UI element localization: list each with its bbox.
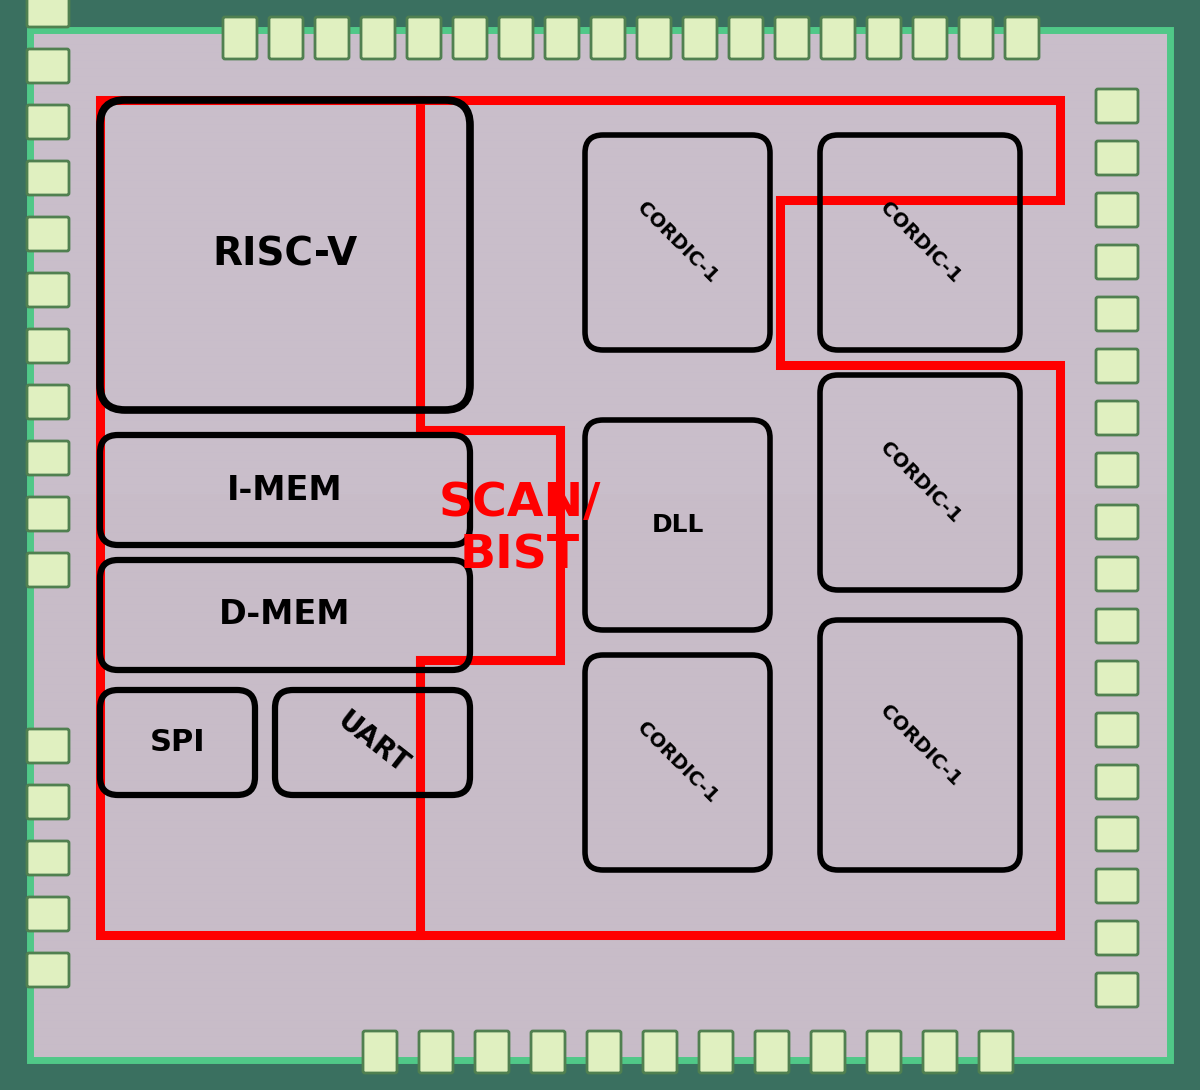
FancyBboxPatch shape [866, 1031, 901, 1073]
FancyBboxPatch shape [1096, 193, 1138, 227]
FancyBboxPatch shape [223, 17, 257, 59]
FancyBboxPatch shape [1096, 89, 1138, 123]
FancyBboxPatch shape [730, 17, 763, 59]
FancyBboxPatch shape [913, 17, 947, 59]
FancyBboxPatch shape [1096, 713, 1138, 747]
FancyBboxPatch shape [269, 17, 302, 59]
Text: D-MEM: D-MEM [220, 598, 350, 631]
FancyBboxPatch shape [923, 1031, 958, 1073]
FancyBboxPatch shape [28, 441, 70, 475]
FancyBboxPatch shape [811, 1031, 845, 1073]
Text: CORDIC-1: CORDIC-1 [634, 718, 721, 807]
FancyBboxPatch shape [28, 272, 70, 307]
FancyBboxPatch shape [1096, 245, 1138, 279]
FancyBboxPatch shape [1096, 609, 1138, 643]
FancyBboxPatch shape [1096, 921, 1138, 955]
FancyBboxPatch shape [28, 553, 70, 588]
FancyBboxPatch shape [454, 17, 487, 59]
Text: I-MEM: I-MEM [227, 473, 343, 507]
FancyBboxPatch shape [530, 1031, 565, 1073]
FancyBboxPatch shape [28, 785, 70, 819]
FancyBboxPatch shape [1096, 296, 1138, 331]
FancyBboxPatch shape [28, 0, 70, 27]
FancyBboxPatch shape [1096, 141, 1138, 175]
FancyBboxPatch shape [28, 497, 70, 531]
FancyBboxPatch shape [1096, 557, 1138, 591]
FancyBboxPatch shape [28, 729, 70, 763]
FancyBboxPatch shape [821, 17, 854, 59]
FancyBboxPatch shape [28, 49, 70, 83]
FancyBboxPatch shape [979, 1031, 1013, 1073]
FancyBboxPatch shape [361, 17, 395, 59]
Text: RISC-V: RISC-V [212, 237, 358, 274]
FancyBboxPatch shape [755, 1031, 790, 1073]
FancyBboxPatch shape [1096, 818, 1138, 851]
FancyBboxPatch shape [545, 17, 580, 59]
Text: DLL: DLL [652, 513, 703, 537]
FancyBboxPatch shape [28, 385, 70, 419]
Bar [30, 31, 463, 1059]
FancyBboxPatch shape [499, 17, 533, 59]
FancyBboxPatch shape [1006, 17, 1039, 59]
FancyBboxPatch shape [28, 953, 70, 988]
FancyBboxPatch shape [475, 1031, 509, 1073]
FancyBboxPatch shape [28, 841, 70, 875]
Text: SCAN/
BIST: SCAN/ BIST [439, 482, 601, 579]
FancyBboxPatch shape [1096, 661, 1138, 695]
FancyBboxPatch shape [28, 329, 70, 363]
FancyBboxPatch shape [1096, 505, 1138, 538]
FancyBboxPatch shape [683, 17, 718, 59]
FancyBboxPatch shape [314, 17, 349, 59]
FancyBboxPatch shape [643, 1031, 677, 1073]
Text: CORDIC-1: CORDIC-1 [876, 701, 964, 789]
FancyBboxPatch shape [637, 17, 671, 59]
FancyBboxPatch shape [587, 1031, 622, 1073]
FancyBboxPatch shape [28, 897, 70, 931]
FancyBboxPatch shape [28, 105, 70, 140]
FancyBboxPatch shape [866, 17, 901, 59]
Text: CORDIC-1: CORDIC-1 [876, 198, 964, 287]
FancyBboxPatch shape [592, 17, 625, 59]
FancyBboxPatch shape [1096, 765, 1138, 799]
FancyBboxPatch shape [698, 1031, 733, 1073]
FancyBboxPatch shape [959, 17, 994, 59]
FancyBboxPatch shape [407, 17, 442, 59]
FancyBboxPatch shape [364, 1031, 397, 1073]
FancyBboxPatch shape [775, 17, 809, 59]
FancyBboxPatch shape [28, 217, 70, 251]
FancyBboxPatch shape [28, 161, 70, 195]
Text: CORDIC-1: CORDIC-1 [634, 198, 721, 287]
FancyBboxPatch shape [1096, 973, 1138, 1007]
Text: CORDIC-1: CORDIC-1 [876, 438, 964, 526]
FancyBboxPatch shape [1096, 401, 1138, 435]
FancyBboxPatch shape [419, 1031, 454, 1073]
Text: UART: UART [331, 706, 414, 779]
Bar [30, 31, 1170, 494]
Text: SPI: SPI [150, 728, 205, 756]
FancyBboxPatch shape [1096, 453, 1138, 487]
FancyBboxPatch shape [1096, 349, 1138, 383]
FancyBboxPatch shape [1096, 869, 1138, 903]
